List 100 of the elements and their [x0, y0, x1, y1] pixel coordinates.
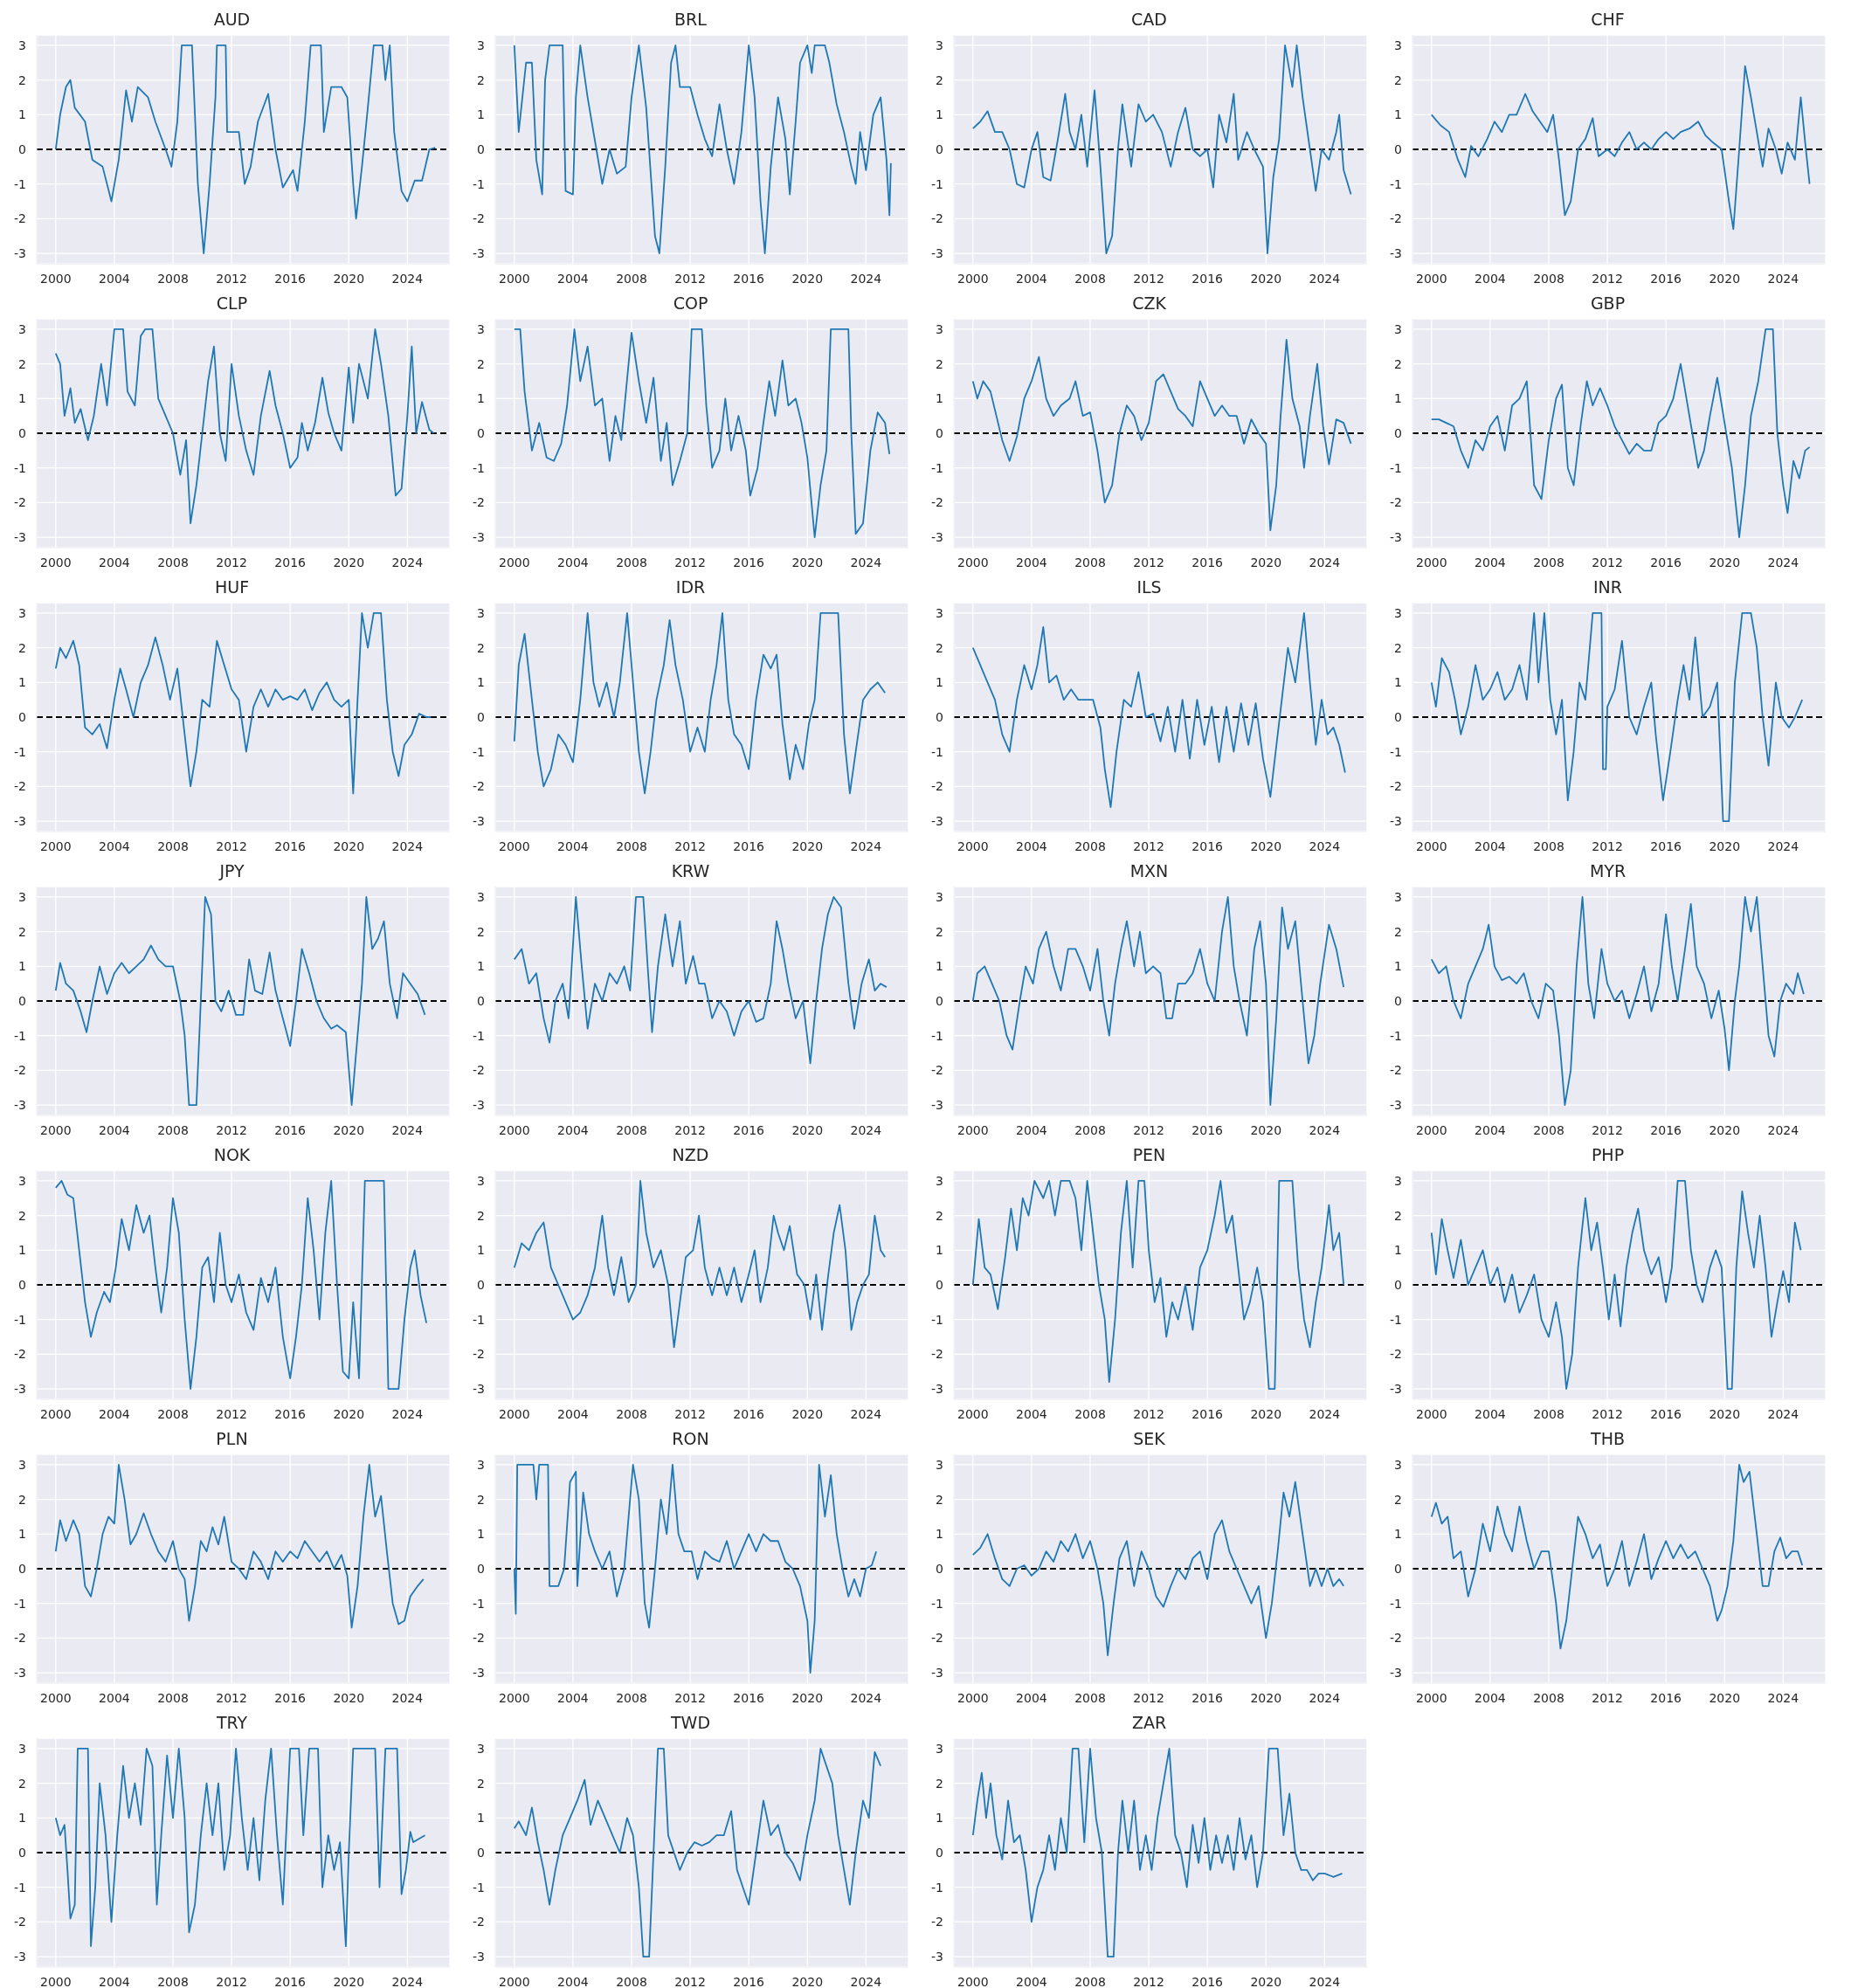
- line-series: [54, 1464, 425, 1629]
- y-tick-label: 1: [18, 959, 26, 974]
- y-tick-label: 0: [936, 1277, 943, 1292]
- y-tick-label: 2: [18, 356, 26, 371]
- y-tick-label: -1: [473, 1596, 485, 1611]
- y-tick-label: -2: [1390, 1347, 1402, 1362]
- y-tick-label: 2: [936, 72, 943, 87]
- x-tick-label: 2000: [957, 271, 989, 286]
- x-tick-label: 2000: [957, 1122, 989, 1137]
- y-tick-label: -1: [1390, 1312, 1402, 1327]
- y-tick-label: -3: [473, 1950, 485, 1964]
- y-tick-label: 3: [477, 1173, 485, 1188]
- y-tick-label: 3: [18, 605, 26, 620]
- y-tick-label: 3: [477, 1741, 485, 1756]
- x-tick-label: 2016: [733, 1122, 765, 1137]
- x-tick-label: 2008: [1074, 1406, 1106, 1421]
- x-tick-label: 2024: [1309, 1406, 1341, 1421]
- y-tick-label: 2: [1394, 1208, 1402, 1223]
- x-tick-label: 2004: [99, 1974, 130, 1988]
- y-tick-label: -3: [14, 814, 26, 829]
- x-tick-label: 2004: [557, 555, 589, 569]
- y-tick-label: 3: [18, 1457, 26, 1472]
- y-tick-label: -1: [931, 1880, 943, 1895]
- y-tick-label: -2: [14, 1063, 26, 1078]
- x-tick-label: 2000: [39, 1122, 72, 1137]
- chart-title: THB: [1591, 1428, 1625, 1450]
- x-tick-label: 2016: [274, 839, 307, 853]
- x-tick-label: 2000: [498, 271, 530, 286]
- x-tick-label: 2000: [1415, 839, 1447, 853]
- x-tick-label: 2012: [674, 839, 706, 853]
- x-tick-label: 2020: [791, 1974, 824, 1988]
- x-tick-label: 2008: [157, 839, 189, 853]
- x-tick-label: 2000: [39, 271, 72, 286]
- y-tick-label: 3: [1394, 889, 1402, 904]
- x-tick-label: 2020: [1250, 271, 1282, 286]
- y-tick-label: 3: [936, 605, 943, 620]
- x-tick-label: 2012: [216, 271, 247, 286]
- y-tick-label: -3: [1390, 1382, 1402, 1397]
- x-tick-label: 2008: [157, 271, 189, 286]
- y-tick-label: 0: [1394, 993, 1402, 1008]
- chart-title: BRL: [674, 9, 707, 31]
- y-tick-label: -1: [931, 1312, 943, 1327]
- x-tick-label: 2020: [333, 839, 365, 853]
- line-series: [513, 896, 888, 1065]
- line-series: [971, 612, 1346, 809]
- y-tick-label: 1: [936, 675, 943, 690]
- line-series: [1430, 1180, 1802, 1390]
- y-tick-label: 2: [477, 72, 485, 87]
- y-tick-label: -2: [931, 1347, 943, 1362]
- x-tick-label: 2000: [498, 839, 530, 853]
- x-tick-label: 2024: [391, 1974, 424, 1988]
- x-tick-label: 2020: [1250, 1974, 1282, 1988]
- x-tick-label: 2000: [498, 1690, 530, 1705]
- y-tick-label: 2: [477, 1776, 485, 1791]
- x-tick-label: 2024: [850, 1690, 882, 1705]
- x-tick-label: 2004: [99, 1122, 130, 1137]
- y-tick-label: -3: [931, 814, 943, 829]
- x-tick-label: 2020: [1250, 1406, 1282, 1421]
- x-tick-label: 2000: [1415, 271, 1447, 286]
- x-tick-label: 2012: [1133, 1122, 1164, 1137]
- x-tick-label: 2016: [1191, 555, 1224, 569]
- y-tick-label: -3: [14, 1098, 26, 1113]
- x-tick-label: 2012: [216, 555, 247, 569]
- x-tick-label: 2024: [391, 839, 424, 853]
- y-tick-label: -2: [931, 1915, 943, 1929]
- x-tick-label: 2000: [498, 1122, 530, 1137]
- y-tick-label: 2: [1394, 1492, 1402, 1507]
- x-tick-label: 2000: [957, 1974, 989, 1988]
- x-tick-label: 2012: [1592, 839, 1623, 853]
- y-tick-label: -3: [931, 1382, 943, 1397]
- y-tick-label: 1: [936, 1811, 943, 1826]
- x-tick-label: 2020: [791, 1122, 824, 1137]
- x-tick-label: 2004: [1016, 839, 1047, 853]
- y-tick-label: -2: [473, 211, 485, 226]
- chart-title: NZD: [672, 1144, 709, 1166]
- x-tick-label: 2000: [1415, 1406, 1447, 1421]
- y-tick-label: 3: [18, 38, 26, 52]
- x-tick-label: 2024: [850, 1406, 882, 1421]
- x-tick-label: 2004: [557, 1122, 589, 1137]
- x-tick-label: 2016: [1191, 1974, 1224, 1988]
- chart-title: KRW: [671, 860, 710, 882]
- x-tick-label: 2016: [274, 1406, 307, 1421]
- x-tick-label: 2016: [733, 1406, 765, 1421]
- y-tick-label: -2: [1390, 1631, 1402, 1646]
- line-series: [513, 45, 892, 254]
- x-tick-label: 2024: [850, 271, 882, 286]
- y-tick-label: -1: [14, 1880, 26, 1895]
- line-series: [971, 338, 1352, 532]
- y-tick-label: 0: [1394, 1561, 1402, 1576]
- y-tick-label: -3: [14, 1666, 26, 1681]
- y-tick-label: -3: [1390, 1098, 1402, 1113]
- y-tick-label: -2: [473, 495, 485, 510]
- x-tick-label: 2024: [850, 1122, 882, 1137]
- x-tick-label: 2012: [216, 1974, 247, 1988]
- y-tick-label: 1: [936, 959, 943, 974]
- x-tick-label: 2008: [1074, 1690, 1106, 1705]
- chart-title: CLP: [216, 293, 248, 314]
- x-tick-label: 2012: [1592, 555, 1623, 569]
- x-tick-label: 2016: [733, 555, 765, 569]
- y-tick-label: -1: [473, 1880, 485, 1895]
